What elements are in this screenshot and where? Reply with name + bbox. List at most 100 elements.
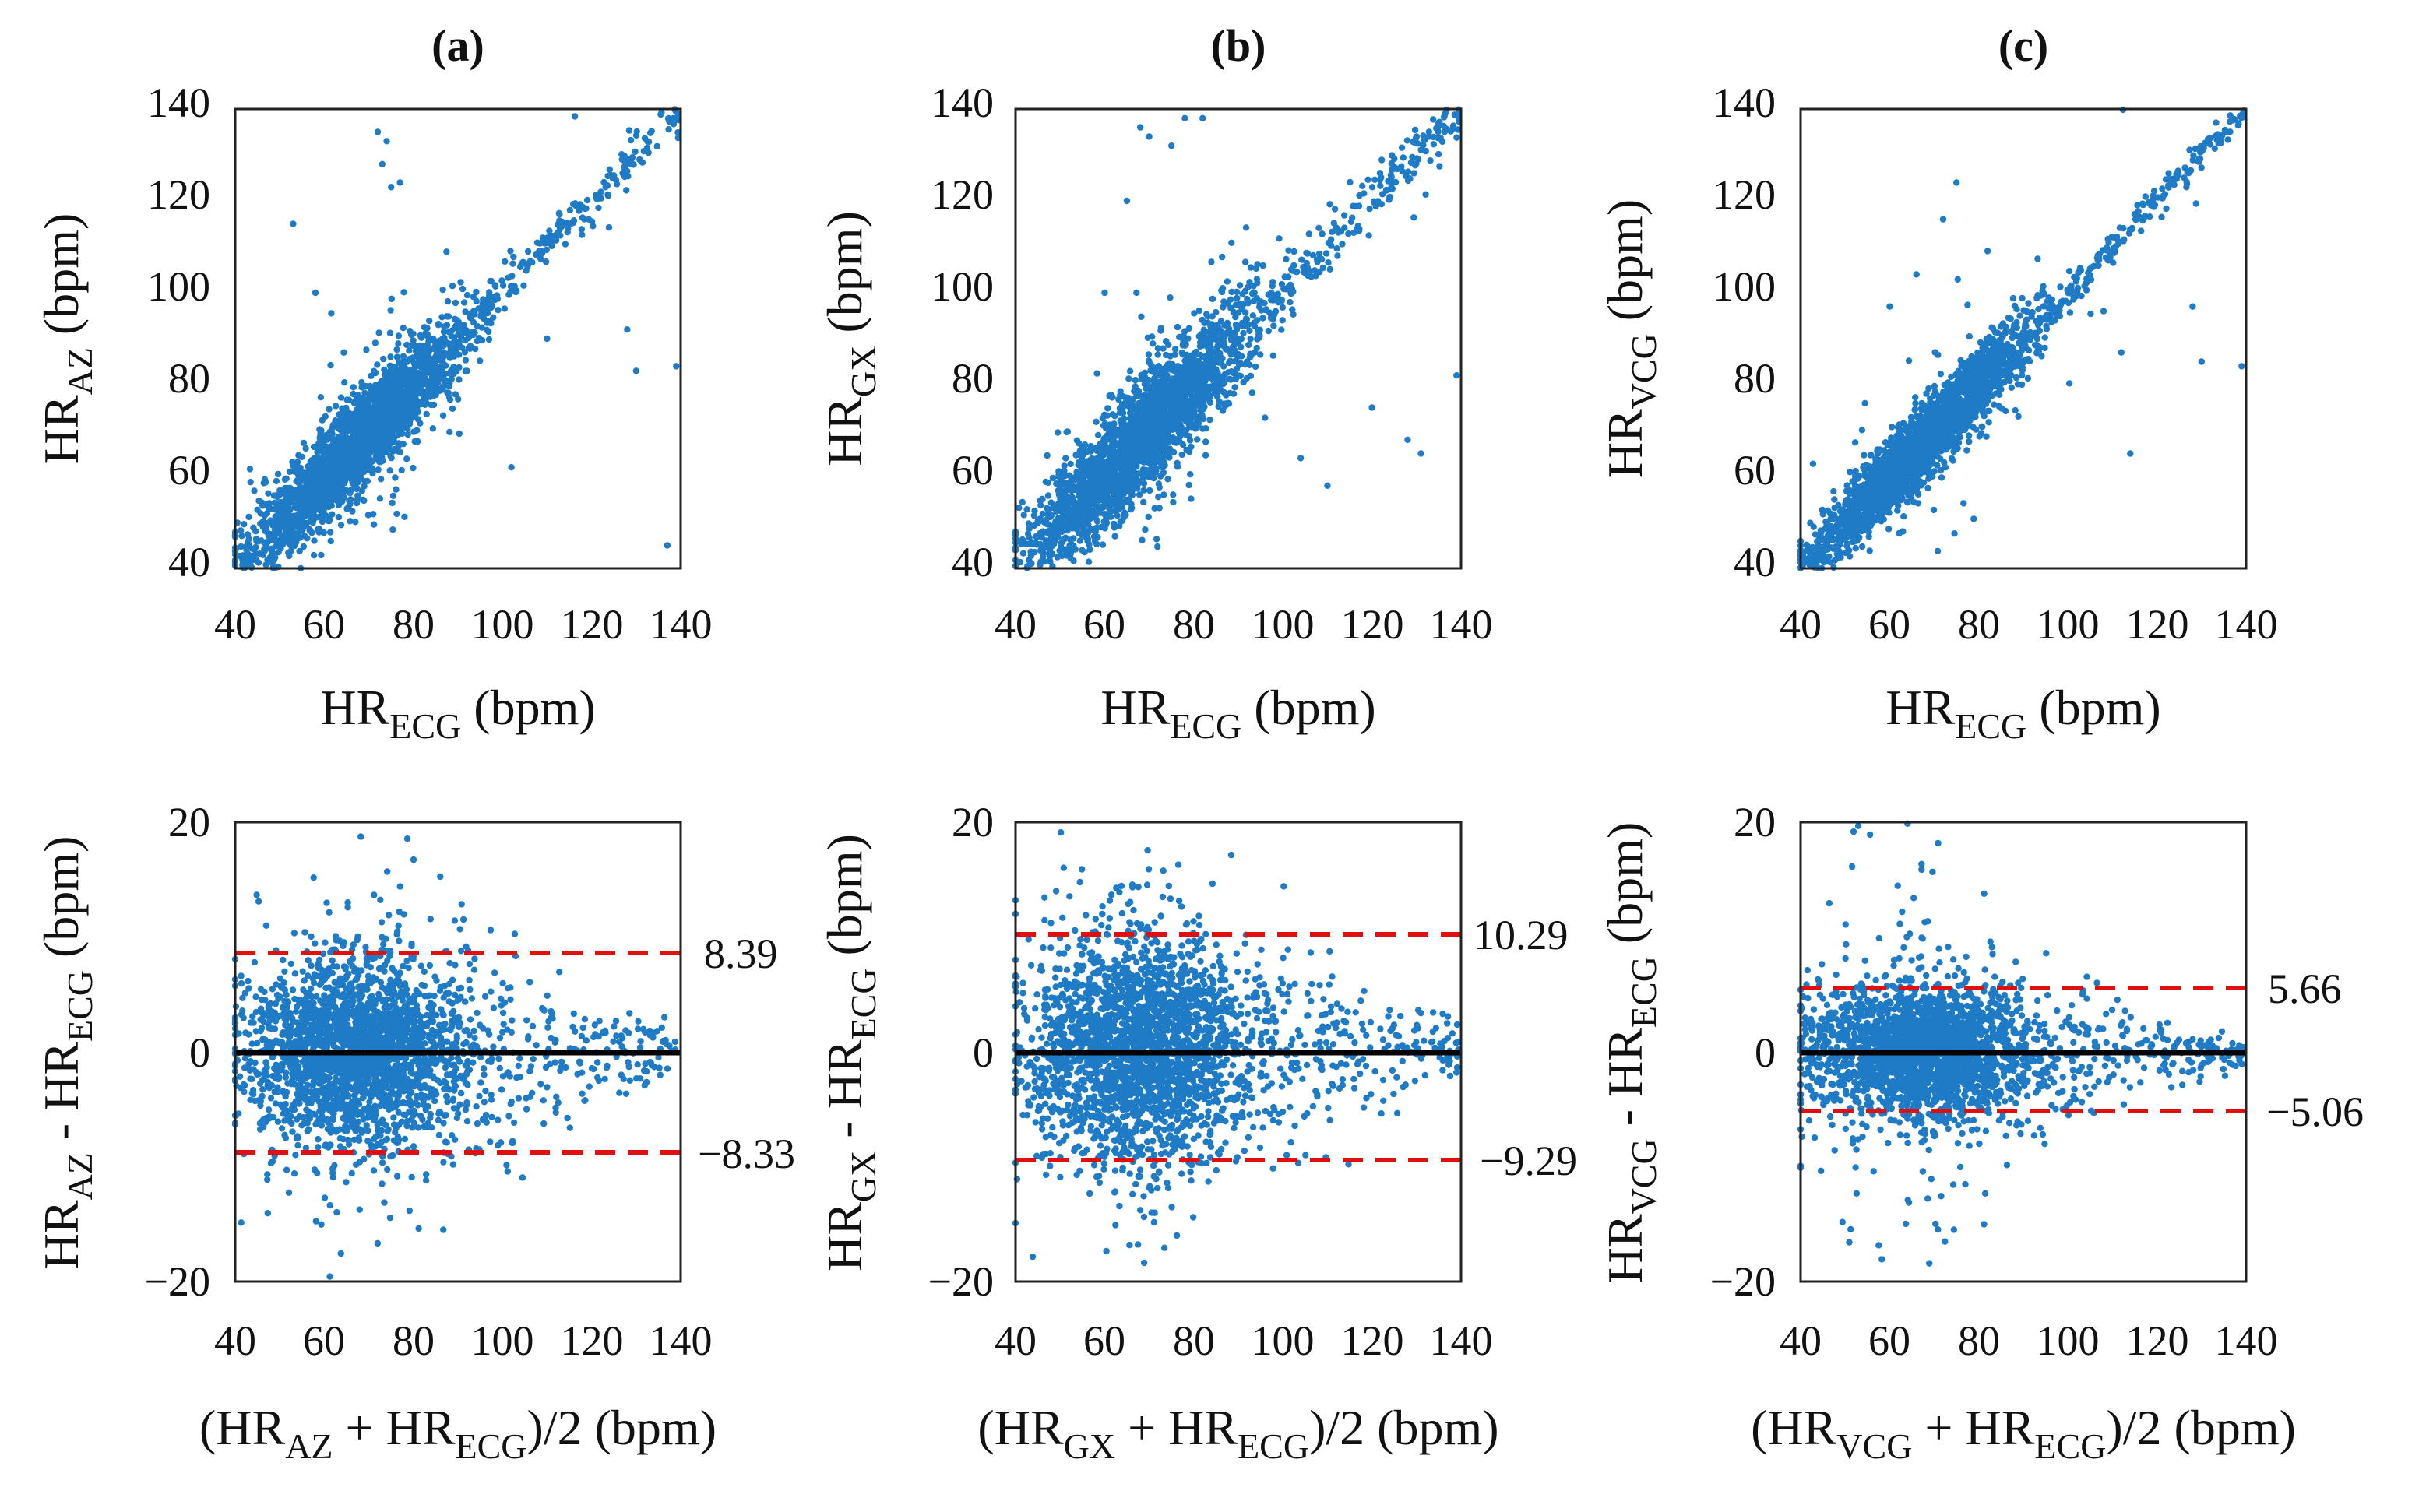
data-point bbox=[387, 353, 393, 360]
data-point bbox=[396, 370, 403, 376]
data-point bbox=[372, 441, 379, 447]
data-point bbox=[1266, 328, 1272, 334]
data-point bbox=[641, 148, 647, 154]
data-point bbox=[400, 325, 407, 331]
data-point bbox=[613, 177, 619, 183]
data-point bbox=[351, 430, 357, 436]
data-point bbox=[261, 546, 267, 552]
y-tick-label: 80 bbox=[168, 355, 210, 402]
data-point bbox=[438, 337, 444, 343]
data-point bbox=[1220, 407, 1226, 413]
data-point bbox=[336, 426, 343, 432]
data-point bbox=[333, 448, 339, 454]
data-point bbox=[318, 552, 324, 558]
data-point bbox=[238, 527, 244, 533]
data-point bbox=[375, 415, 382, 421]
y-tick-label: 60 bbox=[168, 447, 210, 494]
data-point bbox=[1326, 240, 1332, 246]
data-point bbox=[1031, 508, 1037, 514]
data-point bbox=[486, 336, 492, 343]
data-point bbox=[332, 417, 338, 424]
data-point bbox=[375, 466, 381, 473]
data-point bbox=[396, 419, 402, 425]
data-point bbox=[639, 160, 646, 166]
data-point bbox=[273, 543, 280, 549]
data-point bbox=[356, 459, 362, 466]
data-point bbox=[509, 261, 516, 267]
data-point bbox=[369, 470, 375, 476]
data-point bbox=[486, 318, 492, 325]
data-point bbox=[251, 487, 257, 494]
data-point bbox=[416, 357, 422, 363]
data-point bbox=[425, 380, 431, 386]
data-point bbox=[382, 424, 388, 430]
data-point bbox=[436, 367, 442, 374]
data-point bbox=[571, 217, 577, 223]
data-point bbox=[393, 511, 400, 517]
data-point bbox=[664, 542, 671, 548]
data-point bbox=[1056, 470, 1062, 476]
data-point bbox=[343, 396, 350, 403]
data-point bbox=[507, 248, 513, 254]
data-point bbox=[375, 329, 382, 336]
data-point bbox=[1142, 526, 1148, 533]
data-point bbox=[262, 561, 269, 568]
data-point bbox=[293, 478, 299, 484]
data-point bbox=[328, 310, 334, 316]
data-point bbox=[349, 508, 355, 514]
data-point bbox=[283, 476, 290, 482]
data-point bbox=[1194, 436, 1200, 442]
data-point bbox=[1093, 540, 1100, 547]
data-point bbox=[429, 374, 435, 380]
data-point bbox=[257, 520, 263, 526]
data-point bbox=[316, 529, 322, 536]
data-point bbox=[1047, 557, 1053, 563]
data-point bbox=[1237, 282, 1243, 288]
data-point bbox=[361, 498, 367, 504]
data-point bbox=[1412, 162, 1418, 168]
data-point bbox=[1411, 170, 1417, 176]
data-point bbox=[347, 518, 353, 524]
data-point bbox=[371, 522, 377, 528]
data-point bbox=[1436, 163, 1442, 169]
data-point bbox=[267, 554, 273, 561]
data-point bbox=[353, 447, 359, 453]
data-point bbox=[424, 331, 431, 337]
data-point bbox=[378, 476, 384, 482]
data-point bbox=[245, 561, 251, 567]
data-point bbox=[301, 475, 307, 481]
data-point bbox=[326, 406, 332, 412]
data-point bbox=[536, 248, 542, 255]
data-point bbox=[312, 461, 319, 467]
data-point bbox=[342, 447, 348, 453]
data-point bbox=[1422, 192, 1428, 198]
data-point bbox=[387, 452, 393, 459]
data-point bbox=[1164, 476, 1171, 482]
data-point bbox=[1039, 496, 1045, 502]
data-point bbox=[336, 498, 343, 505]
data-point bbox=[439, 287, 445, 293]
data-point bbox=[1234, 295, 1240, 301]
data-point bbox=[288, 547, 294, 554]
data-point bbox=[1431, 141, 1437, 147]
data-point bbox=[1242, 258, 1248, 265]
data-point bbox=[1278, 326, 1284, 332]
data-point bbox=[1058, 553, 1065, 559]
data-point bbox=[1021, 512, 1027, 518]
data-point bbox=[390, 493, 396, 499]
data-point bbox=[296, 548, 302, 554]
data-point bbox=[417, 420, 423, 427]
data-point bbox=[456, 376, 462, 382]
data-point bbox=[537, 240, 543, 246]
data-point bbox=[311, 537, 317, 543]
data-point bbox=[334, 466, 340, 472]
data-point bbox=[372, 401, 379, 407]
data-point bbox=[1186, 482, 1192, 488]
data-point bbox=[579, 214, 586, 220]
data-point bbox=[642, 135, 648, 141]
data-point bbox=[319, 417, 326, 424]
data-point bbox=[414, 406, 421, 413]
data-point bbox=[1341, 212, 1347, 218]
data-point bbox=[261, 480, 267, 486]
data-point bbox=[478, 325, 484, 331]
